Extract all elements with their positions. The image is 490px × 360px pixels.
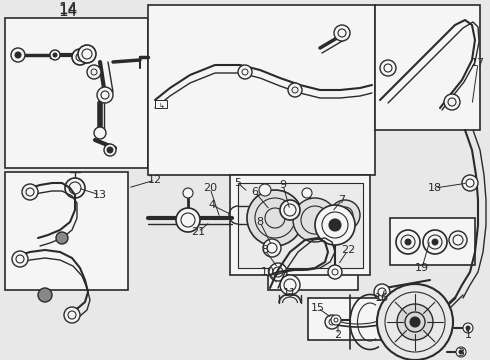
Circle shape	[328, 265, 342, 279]
Circle shape	[423, 230, 447, 254]
Circle shape	[302, 188, 312, 198]
Text: ↳: ↳	[158, 103, 164, 109]
Text: 18: 18	[428, 183, 442, 193]
Circle shape	[64, 307, 80, 323]
Text: 17: 17	[471, 58, 485, 68]
Text: 3: 3	[458, 348, 465, 358]
Text: 20: 20	[203, 183, 217, 193]
Circle shape	[280, 200, 300, 220]
Circle shape	[107, 147, 113, 153]
Circle shape	[78, 45, 96, 63]
Bar	[155, 100, 167, 108]
Circle shape	[466, 326, 470, 330]
Text: 21: 21	[191, 227, 205, 237]
Circle shape	[432, 239, 438, 245]
Circle shape	[315, 205, 355, 245]
Text: 10: 10	[261, 267, 275, 277]
Circle shape	[463, 323, 473, 333]
Circle shape	[15, 52, 21, 58]
Text: 6: 6	[251, 187, 259, 197]
Bar	[5, 172, 128, 290]
Text: 14: 14	[58, 3, 77, 18]
Circle shape	[293, 198, 337, 242]
Circle shape	[380, 60, 396, 76]
Bar	[375, 5, 480, 130]
Bar	[308, 298, 413, 340]
Text: 15: 15	[311, 303, 325, 313]
Circle shape	[410, 317, 420, 327]
Circle shape	[38, 288, 52, 302]
Circle shape	[377, 315, 391, 329]
Text: 12: 12	[148, 175, 162, 185]
Circle shape	[427, 310, 443, 326]
Text: 19: 19	[415, 263, 429, 273]
Circle shape	[56, 232, 68, 244]
Circle shape	[396, 230, 420, 254]
Bar	[230, 175, 370, 275]
Circle shape	[288, 83, 302, 97]
Bar	[390, 218, 475, 265]
Circle shape	[377, 284, 453, 360]
Circle shape	[329, 219, 341, 231]
Text: 8: 8	[262, 245, 269, 255]
Circle shape	[183, 188, 193, 198]
Circle shape	[462, 175, 478, 191]
Circle shape	[176, 208, 200, 232]
Circle shape	[325, 315, 339, 329]
Circle shape	[50, 50, 60, 60]
Circle shape	[280, 275, 300, 295]
Bar	[148, 5, 375, 175]
Bar	[268, 190, 358, 290]
Circle shape	[263, 239, 281, 257]
Text: 1: 1	[465, 330, 471, 340]
Text: 14: 14	[58, 4, 77, 18]
Circle shape	[269, 263, 287, 281]
Circle shape	[397, 304, 433, 340]
Circle shape	[87, 65, 101, 79]
Text: 16: 16	[375, 293, 389, 303]
Text: 9: 9	[279, 180, 287, 190]
Circle shape	[12, 251, 28, 267]
Circle shape	[94, 127, 106, 139]
Circle shape	[53, 53, 57, 57]
Circle shape	[22, 184, 38, 200]
Circle shape	[449, 231, 467, 249]
Circle shape	[65, 178, 85, 198]
Circle shape	[259, 184, 271, 196]
Circle shape	[331, 315, 341, 325]
Circle shape	[330, 200, 360, 230]
Bar	[238, 183, 363, 268]
Text: 4: 4	[208, 200, 216, 210]
Text: 5: 5	[235, 178, 242, 188]
Circle shape	[456, 347, 466, 357]
Text: 22: 22	[341, 245, 355, 255]
Circle shape	[238, 65, 252, 79]
Text: 7: 7	[339, 195, 345, 205]
Circle shape	[459, 350, 463, 354]
Circle shape	[374, 284, 390, 300]
Circle shape	[11, 48, 25, 62]
Circle shape	[444, 94, 460, 110]
Circle shape	[72, 49, 88, 65]
Text: 8: 8	[256, 217, 264, 227]
Text: 11: 11	[283, 288, 297, 298]
Circle shape	[97, 87, 113, 103]
Text: 2: 2	[335, 330, 342, 340]
Bar	[5, 18, 148, 168]
Circle shape	[334, 25, 350, 41]
Circle shape	[247, 190, 303, 246]
Circle shape	[405, 239, 411, 245]
Text: 13: 13	[93, 190, 107, 200]
Circle shape	[104, 144, 116, 156]
